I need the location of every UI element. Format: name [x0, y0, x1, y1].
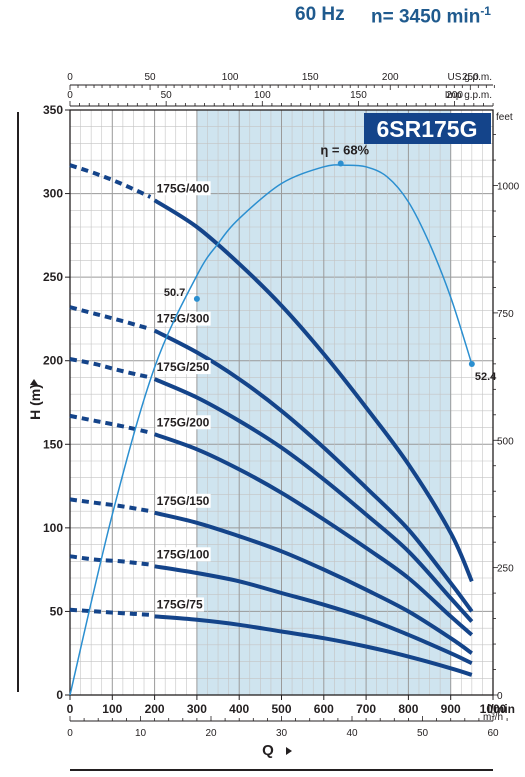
efficiency-label-end: 52.4: [475, 371, 497, 383]
curve-dashed-175g-75: [69, 607, 151, 617]
series-label-bg: [155, 181, 211, 196]
speed-text: n= 3450 min: [371, 6, 481, 28]
imp-gpm-tick-label: 200: [446, 90, 463, 101]
m3h-tick-label: 10: [135, 728, 147, 739]
model-title-bg: [364, 113, 491, 144]
y-tick-label: 150: [43, 437, 63, 451]
us-gpm-tick-label: 200: [382, 72, 399, 83]
x-tick-label: 100: [102, 702, 122, 716]
model-title: 6SR175G: [376, 116, 477, 142]
x-tick-label: 1000: [480, 702, 507, 716]
series-label-bg: [155, 547, 211, 562]
imp-gpm-tick-label: 50: [161, 90, 173, 101]
imp-gpm-tick-label: 150: [350, 90, 367, 101]
y-axis-arrow-icon: [30, 379, 38, 385]
feet-unit-label: feet: [496, 112, 513, 123]
y-tick-label: 100: [43, 521, 63, 535]
series-label-bg: [155, 311, 211, 326]
curve-dashed-175g-200: [69, 413, 151, 435]
y-tick-label: 50: [50, 604, 64, 618]
series-label-175g-75: 175G/75: [157, 597, 203, 611]
curve-dashed-175g-250: [69, 357, 151, 380]
x-axis-title: Q: [262, 742, 274, 759]
m3h-tick-label: 50: [417, 728, 429, 739]
x-tick-label: 0: [67, 702, 74, 716]
curve-175g-100: [154, 564, 473, 666]
efficiency-label-start: 50.7: [164, 287, 185, 299]
x-tick-label: 400: [229, 702, 249, 716]
m3h-tick-label: 40: [346, 728, 358, 739]
efficiency-label-peak: η = 68%: [320, 142, 369, 157]
y-tick-label: 350: [43, 103, 63, 117]
curve-dashed-175g-100: [69, 554, 151, 567]
feet-tick-label: 500: [497, 436, 514, 447]
speed-label: n= 3450 min-1: [371, 4, 491, 28]
efficiency-point-end: [468, 361, 475, 368]
series-label-bg: [155, 415, 211, 430]
series-label-175g-250: 175G/250: [157, 360, 210, 374]
feet-tick-label: 1000: [497, 182, 520, 193]
us-gpm-tick-label: 50: [144, 72, 156, 83]
series-label-175g-300: 175G/300: [157, 312, 210, 326]
curve-175g-150: [154, 510, 473, 655]
x-tick-label: 200: [145, 702, 165, 716]
series-label-175g-150: 175G/150: [157, 494, 210, 508]
imp-gpm-tick-label: 100: [254, 90, 271, 101]
curve-175g-75: [154, 614, 473, 677]
x-tick-label: 900: [441, 702, 461, 716]
speed-exponent: -1: [480, 4, 491, 18]
series-label-175g-200: 175G/200: [157, 415, 210, 429]
m3h-unit-label: m³/h: [483, 712, 503, 723]
x-axis-arrow-icon: [286, 747, 292, 755]
series-label-bg: [155, 360, 211, 375]
m3h-tick-label: 20: [205, 728, 217, 739]
feet-tick-label: 250: [497, 564, 514, 575]
x-tick-label: 700: [356, 702, 376, 716]
x-tick-label: 800: [398, 702, 418, 716]
efficiency-curve: [69, 164, 473, 696]
x-unit-label: l/min: [487, 702, 515, 716]
series-label-175g-400: 175G/400: [157, 181, 210, 195]
m3h-tick-label: 60: [487, 728, 499, 739]
imp-gpm-unit-label: Imp g.p.m.: [445, 90, 492, 101]
us-gpm-unit-label: US g.p.m.: [448, 72, 492, 83]
series-label-bg: [155, 493, 211, 508]
series-label-bg: [155, 597, 204, 612]
curve-175g-250: [153, 377, 474, 623]
efficiency-point-start: [193, 295, 200, 302]
feet-tick-label: 750: [497, 309, 514, 320]
us-gpm-tick-label: 150: [302, 72, 319, 83]
y-tick-label: 0: [56, 688, 63, 702]
x-tick-label: 500: [271, 702, 291, 716]
curve-dashed-175g-400: [69, 163, 152, 199]
y-tick-label: 200: [43, 354, 63, 368]
x-tick-label: 300: [187, 702, 207, 716]
curve-175g-400: [153, 198, 474, 583]
imp-gpm-tick-label: 0: [67, 90, 73, 101]
series-label-175g-100: 175G/100: [157, 547, 210, 561]
efficiency-point-peak: [337, 160, 344, 167]
x-tick-label: 600: [314, 702, 334, 716]
y-axis-title: H (m): [27, 384, 43, 420]
curve-dashed-175g-300: [69, 305, 151, 331]
curve-dashed-175g-150: [69, 497, 151, 514]
m3h-tick-label: 0: [67, 728, 73, 739]
us-gpm-tick-label: 250: [462, 72, 479, 83]
y-tick-label: 250: [43, 270, 63, 284]
us-gpm-tick-label: 100: [222, 72, 239, 83]
curve-175g-200: [153, 432, 474, 637]
m3h-tick-label: 30: [276, 728, 288, 739]
y-tick-label: 300: [43, 187, 63, 201]
frequency-label: 60 Hz: [295, 4, 345, 25]
feet-tick-label: 0: [497, 691, 503, 702]
us-gpm-tick-label: 0: [67, 72, 73, 83]
